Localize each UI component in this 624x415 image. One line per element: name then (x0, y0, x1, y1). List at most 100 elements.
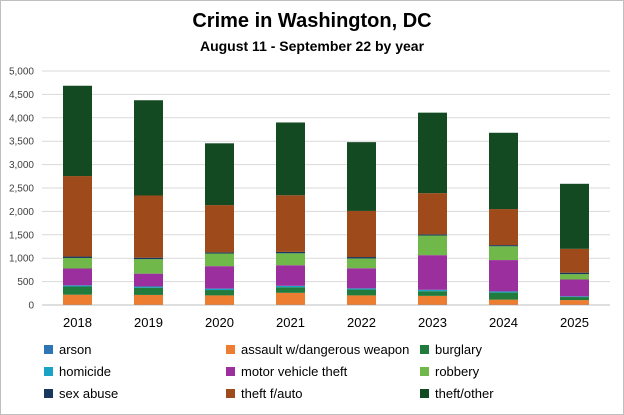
legend-label: assault w/dangerous weapon (241, 342, 410, 357)
bar-segment-theft-f-auto (63, 176, 92, 257)
chart-title: Crime in Washington, DC (192, 10, 432, 32)
bar-segment-theft-f-auto (347, 210, 376, 258)
legend-label: homicide (59, 364, 112, 379)
legend-swatch (420, 367, 429, 376)
bar-segment-sex-abuse (418, 234, 447, 236)
bar-segment-motor-vehicle-theft (63, 268, 92, 286)
bar-segment-theft-other (347, 142, 376, 211)
x-tick-label: 2018 (63, 315, 92, 330)
bar-segment-motor-vehicle-theft (418, 255, 447, 290)
bar-segment-homicide (63, 285, 92, 287)
legend-swatch (226, 389, 235, 398)
x-tick-label: 2019 (134, 315, 163, 330)
legend-item: robbery (420, 364, 479, 379)
bar-segment-assault-w-dangerous-weapon (418, 295, 447, 305)
bar-segment-homicide (134, 286, 163, 288)
bar-segment-assault-w-dangerous-weapon (347, 295, 376, 305)
bar-segment-robbery (560, 274, 589, 280)
y-tick-label: 4,500 (9, 90, 34, 101)
y-tick-label: 5,000 (9, 67, 34, 78)
bar-segment-theft-f-auto (205, 205, 234, 253)
bar-segment-motor-vehicle-theft (276, 265, 305, 286)
chart-subtitle: August 11 - September 22 by year (199, 38, 425, 54)
bar-segment-assault-w-dangerous-weapon (489, 299, 518, 305)
y-tick-label: 2,000 (9, 207, 34, 218)
legend-item: sex abuse (44, 386, 118, 401)
bar-segment-sex-abuse (489, 245, 518, 247)
bar-segment-assault-w-dangerous-weapon (134, 294, 163, 305)
bar-segment-burglary (560, 297, 589, 301)
y-tick-label: 1,500 (9, 230, 34, 241)
y-tick-label: 0 (28, 301, 34, 312)
bar-segment-sex-abuse (347, 257, 376, 259)
y-tick-label: 4,000 (9, 113, 34, 124)
bar-segment-homicide (489, 291, 518, 293)
bar-segment-homicide (560, 296, 589, 298)
x-tick-label: 2024 (489, 315, 518, 330)
bar-segment-assault-w-dangerous-weapon (63, 294, 92, 305)
legend-label: motor vehicle theft (241, 364, 348, 379)
bar-segment-homicide (276, 285, 305, 288)
legend-item: theft f/auto (226, 386, 302, 401)
bar-segment-burglary (134, 287, 163, 295)
x-tick-label: 2020 (205, 315, 234, 330)
bar-segment-theft-other (418, 112, 447, 194)
bar-segment-motor-vehicle-theft (489, 260, 518, 292)
bar-segment-assault-w-dangerous-weapon (560, 300, 589, 305)
bar-segment-burglary (418, 291, 447, 296)
bar-segment-assault-w-dangerous-weapon (205, 295, 234, 305)
bar-segment-theft-f-auto (489, 209, 518, 246)
bar-segment-sex-abuse (560, 272, 589, 275)
bar-segment-theft-f-auto (560, 248, 589, 273)
bar-segment-burglary (276, 287, 305, 293)
bar-segment-theft-other (134, 100, 163, 196)
bar-segment-homicide (205, 288, 234, 291)
legend-item: assault w/dangerous weapon (226, 342, 409, 357)
bar-segment-motor-vehicle-theft (134, 273, 163, 287)
bar-segment-motor-vehicle-theft (347, 268, 376, 289)
legend-label: theft/other (435, 386, 494, 401)
bar-segment-burglary (347, 289, 376, 296)
bar-segment-motor-vehicle-theft (205, 266, 234, 289)
legend-label: burglary (435, 342, 482, 357)
bar-segment-burglary (489, 292, 518, 300)
bar-segment-homicide (347, 288, 376, 290)
legend-swatch (226, 345, 235, 354)
legend-item: motor vehicle theft (226, 364, 347, 379)
legend-item: theft/other (420, 386, 494, 401)
bar-segment-robbery (276, 253, 305, 266)
x-tick-label: 2023 (418, 315, 447, 330)
x-tick-label: 2025 (560, 315, 589, 330)
legend-swatch (420, 389, 429, 398)
y-tick-label: 2,500 (9, 184, 34, 195)
bar-segment-burglary (63, 286, 92, 295)
bar-segment-robbery (418, 235, 447, 256)
bar-segment-burglary (205, 290, 234, 296)
legend-swatch (420, 345, 429, 354)
bar-segment-theft-other (63, 85, 92, 177)
bar-segment-theft-other (489, 132, 518, 210)
bar-segment-assault-w-dangerous-weapon (276, 292, 305, 305)
x-tick-label: 2022 (347, 315, 376, 330)
bar-segment-theft-other (205, 143, 234, 206)
bar-segment-robbery (134, 259, 163, 274)
y-tick-label: 3,500 (9, 137, 34, 148)
legend-swatch (44, 389, 53, 398)
legend-swatch (44, 367, 53, 376)
bar-segment-sex-abuse (276, 251, 305, 254)
chart-legend: arson assault w/dangerous weapon burglary h… (0, 338, 624, 410)
y-tick-label: 3,000 (9, 160, 34, 171)
legend-item: homicide (44, 364, 111, 379)
x-tick-label: 2021 (276, 315, 305, 330)
stacked-bar-chart: 0 500 1,000 1,500 2,000 2,500 3,000 3,500 4,000 4… (9, 67, 610, 330)
legend-label: arson (59, 342, 92, 357)
legend-item: arson (44, 342, 92, 357)
bar-segment-sex-abuse (205, 252, 234, 254)
legend-label: theft f/auto (241, 386, 303, 401)
bar-segment-motor-vehicle-theft (560, 279, 589, 297)
bar-segment-theft-f-auto (276, 195, 305, 252)
legend-swatch (226, 367, 235, 376)
bar-segment-robbery (347, 258, 376, 269)
bar-segment-theft-f-auto (418, 193, 447, 235)
